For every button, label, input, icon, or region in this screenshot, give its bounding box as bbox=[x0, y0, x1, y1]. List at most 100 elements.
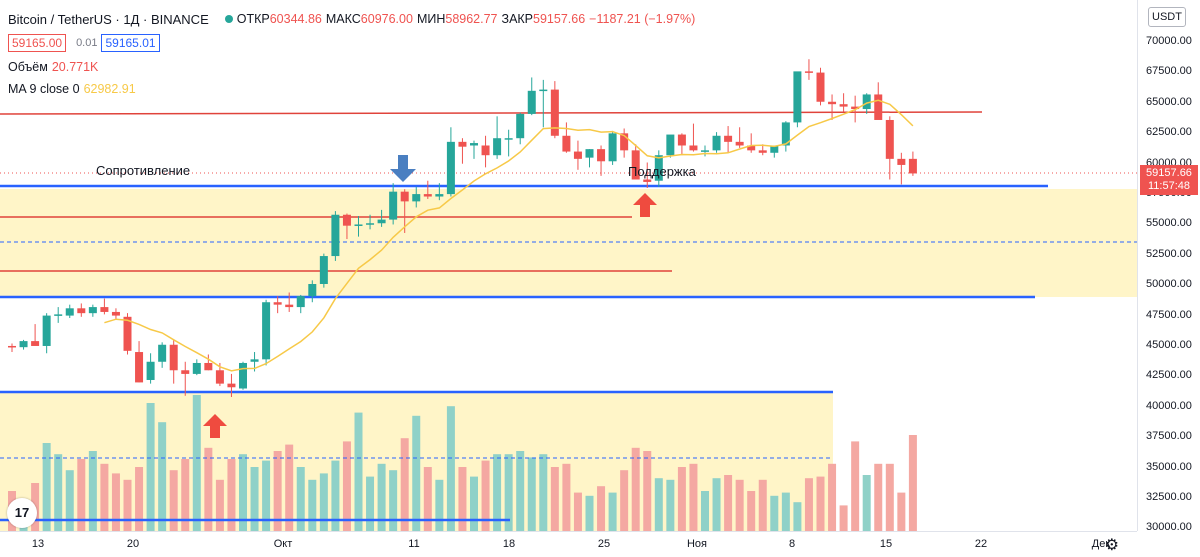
price-tick-label: 30000.00 bbox=[1146, 521, 1192, 534]
candle-body bbox=[239, 362, 247, 389]
candle-body bbox=[77, 308, 86, 314]
volume-bar bbox=[204, 447, 213, 531]
volume-bar bbox=[793, 502, 802, 531]
candle-body bbox=[643, 179, 652, 182]
tradingview-logo[interactable]: 17 bbox=[7, 498, 37, 528]
volume-bar bbox=[597, 486, 606, 531]
candle-body bbox=[192, 362, 201, 374]
candle-body bbox=[712, 135, 721, 151]
volume-bar bbox=[100, 463, 109, 531]
volume-bar bbox=[839, 505, 848, 531]
volume-bar bbox=[747, 491, 756, 531]
symbol-title[interactable]: Bitcoin / TetherUS · 1Д · BINANCE bbox=[8, 11, 209, 27]
volume-bar bbox=[573, 492, 582, 531]
time-tick-label: 22 bbox=[974, 538, 988, 550]
candle-body bbox=[677, 134, 686, 146]
candle-body bbox=[88, 307, 97, 314]
candle-body bbox=[527, 90, 536, 114]
price-tick-label: 67500.00 bbox=[1146, 65, 1192, 78]
volume-bar bbox=[135, 467, 144, 531]
time-tick-label: Дек bbox=[1091, 538, 1111, 550]
volume-bar bbox=[146, 403, 155, 531]
red-resistance-line bbox=[0, 111, 983, 115]
candle-body bbox=[181, 370, 190, 374]
price-chart[interactable] bbox=[0, 0, 1137, 531]
candle-body bbox=[908, 158, 917, 174]
candle-body bbox=[550, 89, 559, 136]
red-arrow-up-icon bbox=[633, 193, 657, 217]
buy-price-button[interactable]: 59165.01 bbox=[101, 34, 160, 52]
candle-body bbox=[250, 359, 259, 362]
chart-legend: Bitcoin / TetherUS · 1Д · BINANCE ОТКР 6… bbox=[8, 8, 699, 100]
volume-bar bbox=[539, 454, 548, 531]
candle-body bbox=[412, 194, 421, 202]
volume-bar bbox=[724, 475, 733, 531]
time-tick-label: 8 bbox=[788, 538, 796, 550]
sell-price-button[interactable]: 59165.00 bbox=[8, 34, 67, 52]
candle-body bbox=[227, 383, 236, 388]
volume-bar bbox=[239, 454, 247, 531]
candle-body bbox=[273, 302, 282, 305]
gear-icon[interactable]: ⚙ bbox=[1104, 537, 1119, 554]
volume-bar bbox=[262, 460, 271, 531]
candle-body bbox=[342, 214, 351, 226]
volume-legend-row: Объём 20.771K bbox=[8, 56, 699, 78]
currency-button[interactable]: USDT bbox=[1148, 7, 1186, 27]
volume-bar bbox=[608, 492, 617, 531]
volume-bar bbox=[481, 460, 490, 531]
volume-bar bbox=[516, 451, 525, 531]
candle-body bbox=[839, 104, 848, 107]
volume-bar bbox=[620, 470, 629, 531]
volume-bar bbox=[400, 438, 409, 531]
time-tick-label: 25 bbox=[597, 538, 611, 550]
price-tick-label: 40000.00 bbox=[1146, 399, 1192, 412]
time-tick-label: 11 bbox=[408, 538, 420, 550]
volume-bar bbox=[908, 435, 917, 531]
volume-bar bbox=[493, 454, 502, 531]
candle-body bbox=[215, 370, 224, 384]
time-tick-label: 15 bbox=[879, 538, 893, 550]
ma-label[interactable]: MA 9 close 0 bbox=[8, 82, 80, 96]
candle-body bbox=[470, 143, 478, 146]
volume-bar bbox=[331, 460, 340, 531]
candle-body bbox=[31, 341, 40, 346]
candle-body bbox=[539, 89, 548, 92]
candle-body bbox=[308, 284, 317, 297]
high-value: 60976.00 bbox=[360, 12, 413, 26]
volume-bar bbox=[874, 463, 883, 531]
candle-body bbox=[793, 71, 802, 123]
volume-label[interactable]: Объём bbox=[8, 60, 48, 74]
symbol-row: Bitcoin / TetherUS · 1Д · BINANCE ОТКР 6… bbox=[8, 8, 699, 30]
price-tick-label: 32500.00 bbox=[1146, 491, 1192, 503]
spread-value: 0.01 bbox=[76, 37, 98, 49]
candle-body bbox=[366, 223, 375, 225]
candle-body bbox=[781, 122, 790, 146]
volume-bar bbox=[389, 470, 398, 531]
chart-pane[interactable]: Bitcoin / TetherUS · 1Д · BINANCE ОТКР 6… bbox=[0, 0, 1137, 531]
price-axis[interactable]: 70000.00 67500.00 65000.00 62500.00 60000.00… bbox=[1137, 0, 1200, 534]
candle-body bbox=[377, 219, 386, 224]
time-tick-label: Ноя bbox=[686, 538, 708, 550]
volume-bar bbox=[123, 479, 132, 531]
volume-bar bbox=[308, 479, 317, 531]
volume-bar bbox=[550, 467, 559, 531]
ma-value: 62982.91 bbox=[83, 82, 136, 96]
candle-body bbox=[111, 311, 120, 316]
volume-bar bbox=[169, 470, 178, 531]
candle-body bbox=[423, 194, 432, 197]
volume-bar bbox=[319, 473, 328, 531]
time-axis[interactable]: ⚙ 13 20 Окт 11 18 25 Ноя 8 15 22 Дек bbox=[0, 531, 1137, 557]
candle-body bbox=[747, 145, 756, 151]
candle-body bbox=[862, 94, 871, 110]
bar-countdown: 11:57:48 bbox=[1147, 180, 1190, 192]
candle-body bbox=[897, 158, 906, 165]
volume-bar bbox=[250, 467, 259, 531]
volume-bar bbox=[285, 444, 294, 531]
volume-bar bbox=[689, 463, 698, 531]
trade-row: 59165.00 0.01 59165.01 bbox=[8, 32, 699, 54]
volume-value: 20.771K bbox=[51, 60, 99, 74]
candle-body bbox=[296, 296, 305, 308]
candle-body bbox=[573, 151, 582, 159]
candle-body bbox=[481, 145, 490, 156]
candle-body bbox=[123, 316, 132, 351]
